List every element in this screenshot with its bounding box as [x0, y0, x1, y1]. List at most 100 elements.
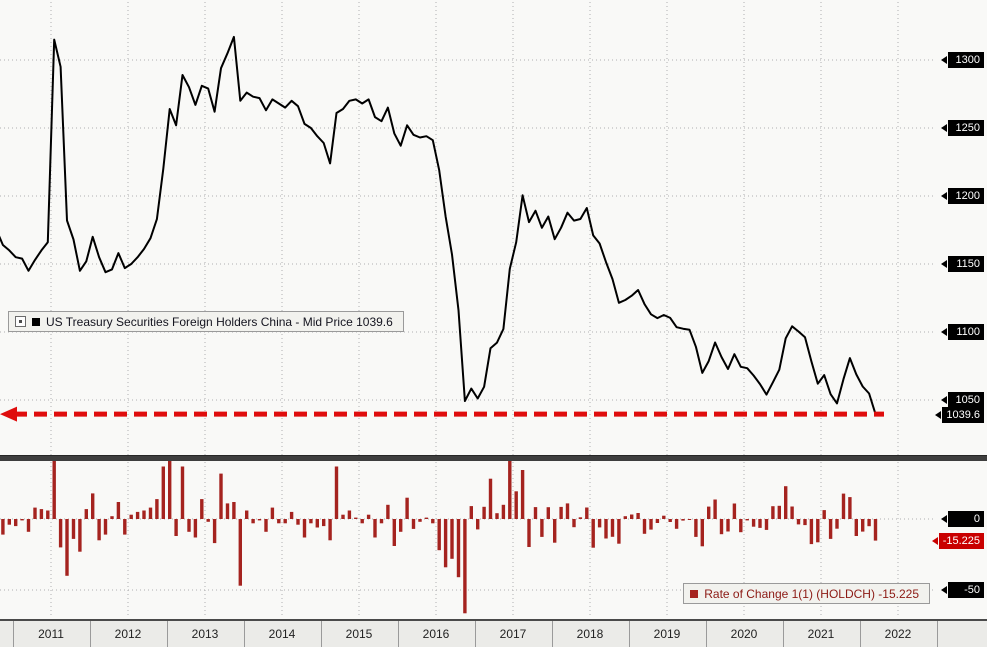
- roc-bar: [200, 499, 204, 519]
- roc-bar: [726, 519, 730, 532]
- roc-bar: [341, 514, 345, 519]
- roc-bar: [142, 510, 146, 519]
- roc-bar: [399, 519, 403, 532]
- roc-bar: [790, 506, 794, 519]
- x-axis-divider: [628, 621, 630, 647]
- roc-bar: [585, 507, 589, 519]
- roc-bar: [758, 519, 762, 528]
- roc-bar: [751, 519, 756, 527]
- roc-bar: [764, 519, 769, 530]
- roc-bar: [668, 519, 672, 522]
- roc-bar: [91, 493, 95, 519]
- roc-bar: [110, 516, 114, 519]
- roc-bar: [174, 519, 178, 536]
- roc-bar: [270, 507, 275, 519]
- roc-bar: [540, 519, 544, 537]
- x-axis-year-label: 2016: [422, 627, 450, 641]
- roc-bar: [257, 519, 262, 521]
- price-series-legend[interactable]: US Treasury Securities Foreign Holders C…: [8, 311, 404, 332]
- price-axis-tick-value: 1250: [948, 120, 984, 136]
- roc-bar: [533, 507, 538, 519]
- roc-bar: [463, 519, 467, 614]
- x-axis-strip: 2011 2012 2013 2014 2015 2016 2017 2018 2019 2020…: [0, 619, 987, 647]
- price-axis-tick-value: 1200: [948, 188, 984, 204]
- axis-tick-arrow-icon: [941, 56, 947, 64]
- x-axis-divider: [859, 621, 861, 647]
- roc-bar: [65, 519, 69, 576]
- x-axis-divider: [243, 621, 245, 647]
- roc-bar: [514, 491, 518, 519]
- roc-bar: [828, 519, 833, 539]
- panel-separator[interactable]: [0, 455, 987, 461]
- roc-bar: [103, 519, 108, 535]
- roc-bar: [405, 497, 409, 519]
- roc-bar: [610, 519, 615, 537]
- price-series-swatch-icon: [32, 317, 40, 326]
- roc-bar: [116, 502, 121, 519]
- x-axis-year-label: 2020: [730, 627, 758, 641]
- axis-tick-arrow-icon: [941, 192, 947, 200]
- roc-bar: [694, 519, 698, 537]
- roc-bar: [822, 510, 826, 519]
- price-axis-tick-value: 1100: [948, 324, 984, 340]
- roc-last-value-box: -15.225: [931, 533, 984, 549]
- roc-bar: [553, 519, 557, 543]
- price-axis-tick: 1050: [941, 392, 984, 408]
- roc-bar: [148, 507, 153, 519]
- x-axis-divider: [397, 621, 399, 647]
- roc-bar: [424, 517, 429, 519]
- roc-bar: [591, 519, 595, 548]
- x-axis-divider: [705, 621, 707, 647]
- roc-bar: [674, 519, 679, 529]
- roc-series-legend-label: Rate of Change 1(1) (HOLDCH) -15.225: [704, 586, 919, 601]
- roc-last-value-box-value: -15.225: [938, 533, 984, 549]
- x-axis-divider: [551, 621, 553, 647]
- roc-series-legend[interactable]: Rate of Change 1(1) (HOLDCH) -15.225: [683, 583, 930, 604]
- roc-bar: [26, 519, 31, 532]
- legend-checkbox-dot-icon: [19, 320, 22, 323]
- roc-bar: [642, 519, 647, 534]
- roc-axis-tick-value: 0: [948, 511, 984, 527]
- price-line: [0, 35, 877, 416]
- roc-series-swatch-icon: [690, 589, 699, 598]
- roc-bar: [296, 519, 300, 525]
- roc-bar: [334, 466, 339, 519]
- roc-bar: [501, 504, 506, 519]
- roc-bar: [546, 507, 550, 519]
- roc-bar: [565, 503, 570, 519]
- roc-bar: [39, 509, 44, 519]
- roc-bar: [873, 519, 878, 541]
- x-axis-year-label: 2015: [345, 627, 373, 641]
- roc-bar: [78, 519, 82, 552]
- price-axis-tick: 1100: [941, 324, 984, 340]
- price-series-legend-label: US Treasury Securities Foreign Holders C…: [46, 314, 393, 329]
- roc-bar: [437, 519, 441, 551]
- roc-bar: [123, 519, 127, 535]
- roc-bar: [322, 519, 326, 527]
- roc-axis-tick: -50: [941, 582, 984, 598]
- roc-bar: [315, 519, 319, 528]
- roc-axis-tick-value: -50: [948, 582, 984, 598]
- roc-bar: [155, 499, 159, 519]
- roc-bar: [212, 519, 217, 544]
- roc-bar: [392, 519, 396, 546]
- x-axis-divider: [782, 621, 784, 647]
- price-axis-tick: 1250: [941, 120, 984, 136]
- roc-bar: [309, 519, 313, 524]
- legend-checkbox-icon[interactable]: [15, 316, 26, 327]
- roc-bar: [617, 519, 621, 544]
- x-axis-year-label: 2017: [499, 627, 527, 641]
- roc-bar: [238, 519, 242, 586]
- roc-bar: [411, 519, 416, 529]
- roc-bar: [277, 519, 281, 524]
- roc-bar: [796, 519, 801, 525]
- x-axis-year-label: 2011: [38, 627, 64, 641]
- roc-bar: [71, 519, 76, 539]
- roc-bar: [476, 519, 480, 530]
- price-axis-tick: 1150: [941, 256, 984, 272]
- roc-bar: [469, 506, 473, 519]
- roc-bar: [572, 519, 576, 528]
- price-last-value-box-value: 1039.6: [942, 407, 984, 423]
- x-axis-year-label: 2022: [884, 627, 912, 641]
